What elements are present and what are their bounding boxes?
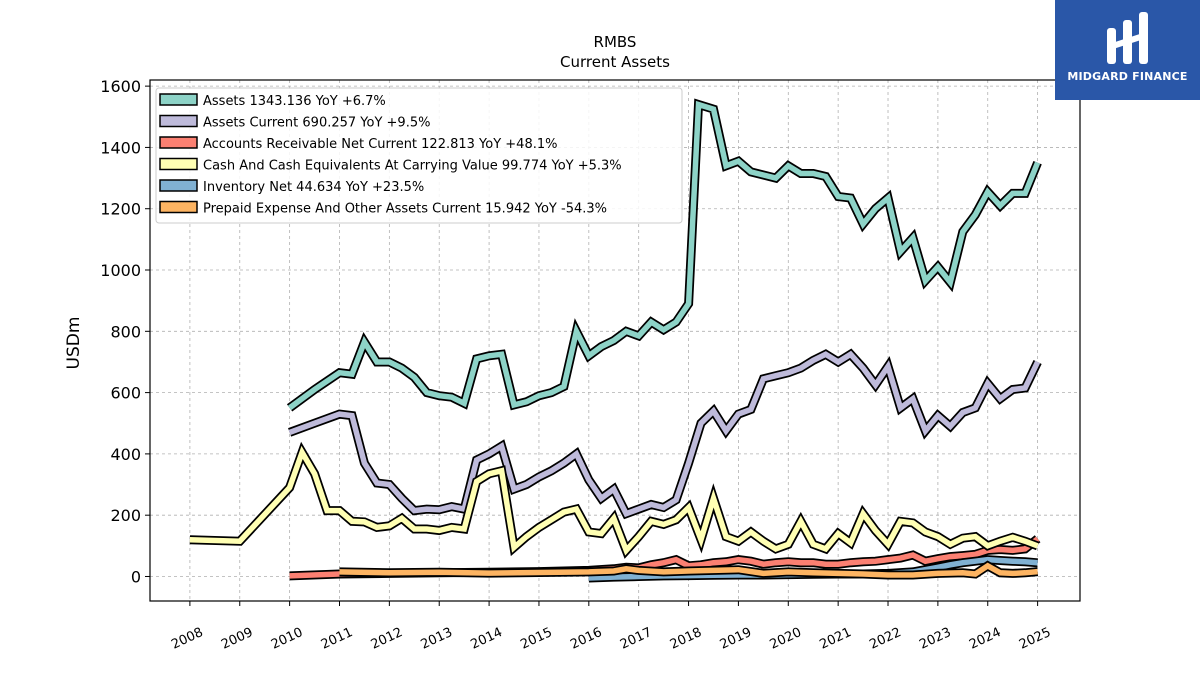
series-line (288, 350, 1041, 518)
x-tick-label: 2024 (967, 625, 1003, 653)
legend-label: Assets 1343.136 YoY +6.7% (203, 94, 386, 109)
y-tick-label: 0 (131, 567, 141, 586)
series-line (287, 100, 1041, 411)
x-tick-label: 2015 (518, 625, 554, 653)
legend-label: Inventory Net 44.634 YoY +23.5% (203, 180, 424, 195)
legend: Assets 1343.136 YoY +6.7% Assets Current … (155, 87, 683, 224)
legend-swatch (159, 136, 198, 149)
legend-swatch (159, 200, 198, 214)
midgard-logo-icon (1107, 12, 1148, 64)
x-tick-label: 2008 (169, 625, 205, 653)
y-tick-label: 1200 (100, 200, 141, 219)
x-tick-label: 2019 (718, 625, 754, 653)
x-tick-label: 2009 (219, 625, 255, 653)
y-tick-label: 800 (110, 322, 141, 341)
y-tick-label: 200 (110, 506, 141, 525)
series-outline (189, 441, 1040, 559)
legend-swatch (159, 93, 198, 106)
chart-subtitle: Current Assets (560, 53, 670, 71)
legend-label: Accounts Receivable Net Current 122.813 … (203, 137, 558, 152)
x-tick-label: 2013 (419, 625, 455, 653)
legend-box (155, 87, 683, 224)
x-tick-label: 2017 (618, 625, 654, 653)
series-line (339, 562, 1038, 578)
y-tick-label: 1400 (100, 138, 141, 157)
x-tick-label: 2023 (917, 625, 953, 653)
x-tick-label: 2018 (668, 625, 704, 653)
y-tick-label: 1000 (100, 261, 141, 280)
series-lines (189, 98, 1042, 583)
x-tick-label: 2014 (468, 625, 504, 653)
y-tick-label: 1600 (100, 77, 141, 96)
brand-name: MIDGARD FINANCE (1067, 70, 1188, 83)
legend-label: Cash And Cash Equivalents At Carrying Va… (203, 159, 622, 174)
y-axis-label: USDm (64, 317, 84, 370)
x-tick-label: 2020 (768, 625, 804, 653)
plot-frame (149, 79, 1081, 602)
x-tick-label: 2022 (867, 625, 903, 653)
x-tick-label: 2010 (269, 625, 305, 653)
series-line (189, 445, 1039, 556)
legend-label: Assets Current 690.257 YoY +9.5% (203, 116, 430, 131)
y-tick-label: 400 (110, 445, 141, 464)
x-tick-label: 2021 (818, 625, 854, 653)
legend-label: Prepaid Expense And Other Assets Current… (203, 202, 607, 217)
y-tick-label: 600 (110, 384, 141, 403)
x-tick-label: 2025 (1017, 625, 1053, 653)
legend-swatch (159, 179, 198, 192)
legend-swatch (159, 114, 198, 128)
chart-title: RMBS (594, 33, 637, 51)
x-tick-label: 2012 (369, 625, 405, 653)
legend-swatch (159, 157, 198, 171)
brand-logo: MIDGARD FINANCE (1055, 0, 1200, 100)
x-tick-label: 2016 (568, 625, 604, 653)
x-tick-label: 2011 (319, 625, 355, 653)
